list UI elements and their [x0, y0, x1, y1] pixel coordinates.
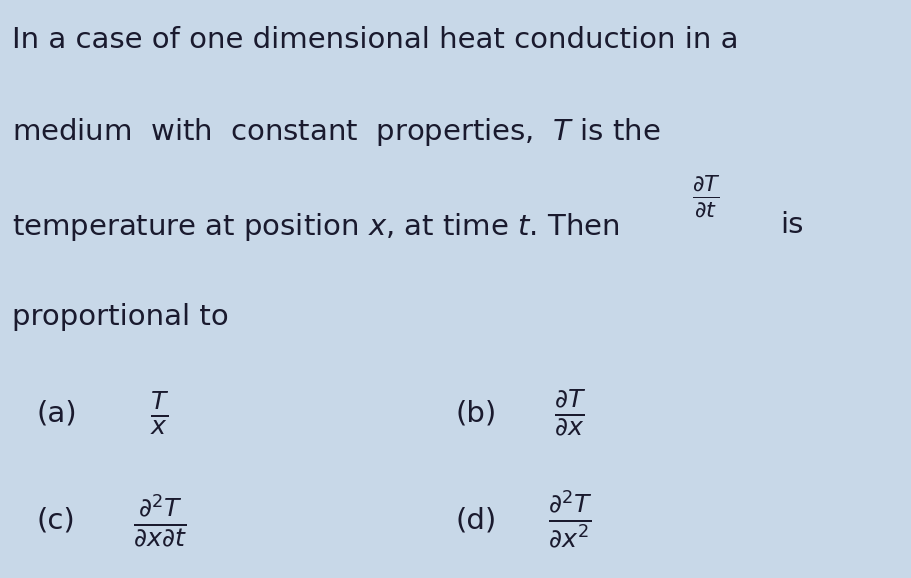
Text: $\frac{\partial^2 T}{\partial x\partial t}$: $\frac{\partial^2 T}{\partial x\partial …: [133, 492, 186, 549]
Text: (c): (c): [36, 506, 75, 534]
Text: In a case of one dimensional heat conduction in a: In a case of one dimensional heat conduc…: [12, 26, 738, 54]
Text: $\frac{T}{x}$: $\frac{T}{x}$: [149, 390, 169, 437]
Text: $\frac{\partial T}{\partial t}$: $\frac{\partial T}{\partial t}$: [691, 173, 721, 220]
Text: $\frac{\partial^2 T}{\partial x^2}$: $\frac{\partial^2 T}{\partial x^2}$: [548, 489, 591, 551]
Text: temperature at position $x$, at time $t$. Then: temperature at position $x$, at time $t$…: [12, 211, 619, 243]
Text: is: is: [779, 211, 803, 239]
Text: (b): (b): [456, 399, 496, 427]
Text: proportional to: proportional to: [12, 303, 229, 331]
Text: (a): (a): [36, 399, 77, 427]
Text: (d): (d): [456, 506, 496, 534]
Text: medium  with  constant  properties,  $T$ is the: medium with constant properties, $T$ is …: [12, 116, 660, 147]
Text: $\frac{\partial T}{\partial x}$: $\frac{\partial T}{\partial x}$: [553, 388, 586, 439]
